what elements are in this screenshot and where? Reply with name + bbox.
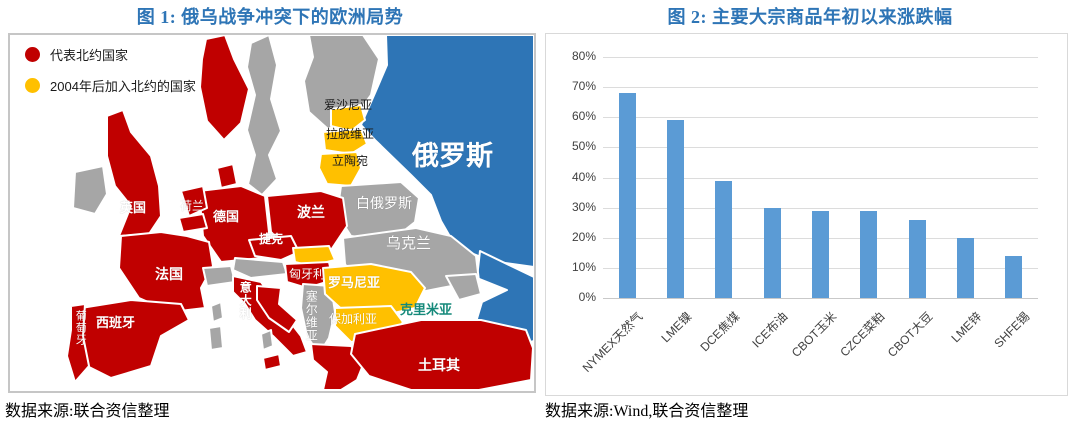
country-netherlands — [180, 185, 208, 217]
map-label: 德国 — [213, 209, 240, 224]
country-russia — [360, 35, 534, 268]
gridline — [603, 207, 1038, 209]
bar-CBOT大豆 — [908, 219, 926, 298]
country-hungary — [284, 261, 334, 289]
figure-1-panel: 图 1: 俄乌战争冲突下的欧洲局势 — [5, 7, 536, 420]
map-label: 拉脱维亚 — [326, 127, 375, 141]
x-axis-category-label: DCE焦煤 — [697, 309, 743, 355]
island-corsica — [210, 301, 224, 323]
figure-2-panel: 图 2: 主要大宗商品年初以来涨跌幅 0% 10% 20% 30% 40% 50% 60% 7… — [540, 0, 1080, 429]
map-label: 塞尔维亚 — [304, 290, 319, 342]
country-czech — [248, 235, 300, 261]
bar-ICE布油 — [763, 207, 781, 298]
x-axis-category-label: LME镍 — [657, 309, 694, 346]
post2004-yellow-swatch-icon — [25, 77, 40, 93]
country-sweden — [246, 35, 282, 196]
bar-LME锌 — [957, 237, 974, 298]
country-sicily — [262, 353, 282, 371]
gridline — [603, 298, 1038, 299]
map-label: 英国 — [120, 200, 147, 215]
gridline — [603, 147, 1038, 149]
map-label: 西班牙 — [96, 315, 136, 330]
country-france — [118, 231, 214, 313]
map-label: 波兰 — [297, 204, 325, 220]
country-norway — [199, 35, 250, 141]
bar-CZCE菜粕 — [860, 210, 878, 298]
map-label-layer: 俄罗斯白俄罗斯乌克兰 爱沙尼亚拉脱维亚立陶宛波兰 德国 荷兰 英国法国 捷克匈牙利意大利西… — [10, 35, 534, 391]
map-label: 葡萄牙 — [74, 310, 87, 346]
island-small — [260, 329, 274, 351]
map-label: 保加利亚 — [329, 312, 378, 326]
y-axis-tick-label: 60% — [571, 109, 596, 124]
y-axis-tick-label: 20% — [571, 229, 596, 244]
map-label: 法国 — [155, 266, 183, 282]
map-label: 爱沙尼亚 — [324, 98, 373, 112]
map-label: 荷兰 — [180, 199, 205, 213]
country-portugal — [66, 303, 90, 383]
gridline — [603, 57, 1038, 58]
country-latvia — [322, 128, 368, 155]
figure-2-source: 数据来源:Wind,联合资信整理 — [545, 403, 749, 420]
map-legend: 代表北约国家 2004年后加入北约的国家 — [25, 44, 196, 106]
y-axis-tick-label: 40% — [571, 169, 596, 184]
figure-1-source: 数据来源:联合资信整理 — [5, 403, 170, 420]
map-label: 白俄罗斯 — [356, 195, 412, 211]
map-label: 克里米亚 — [400, 302, 453, 317]
legend-label: 2004年后加入北约的国家 — [50, 78, 196, 94]
x-axis-category-label: SHFE锡 — [991, 309, 1033, 351]
country-denmark — [216, 163, 238, 189]
country-turkey — [350, 319, 534, 391]
country-romania — [322, 263, 426, 317]
country-estonia — [330, 104, 366, 132]
gridline — [603, 117, 1038, 119]
map-label: 俄罗斯 — [412, 141, 493, 171]
country-austria — [232, 257, 288, 279]
europe-map-svg — [66, 35, 534, 391]
bar-CBOT玉米 — [812, 210, 829, 298]
x-axis-category-label: CBOT大豆 — [885, 309, 936, 360]
figure-2-title: 图 2: 主要大宗商品年初以来涨跌幅 — [667, 7, 953, 27]
gridline — [603, 177, 1038, 179]
y-axis-tick-label: 10% — [571, 259, 596, 274]
x-axis-category-label: NYMEX天然气 — [579, 309, 646, 375]
map-label: 匈牙利 — [289, 267, 326, 281]
gridline — [603, 87, 1038, 89]
bar-DCE焦煤 — [715, 180, 733, 298]
bar-chart: 0% 10% 20% 30% 40% 50% 60% 70% 80% NYMEX天然气 LME镍 DC… — [545, 33, 1068, 396]
y-axis-tick-label: 0% — [578, 290, 596, 304]
region-crimea — [445, 273, 482, 301]
map-label: 捷克 — [259, 232, 284, 246]
x-axis-category-label: ICE布油 — [749, 309, 791, 351]
y-axis-tick-label: 80% — [571, 49, 596, 63]
map-label: 土耳其 — [418, 357, 460, 373]
country-ireland — [72, 165, 108, 215]
x-axis-category-label: CBOT玉米 — [788, 309, 839, 360]
legend-item-nato: 代表北约国家 — [25, 44, 196, 64]
legend-label: 代表北约国家 — [50, 47, 129, 63]
bar-NYMEX天然气 — [618, 93, 636, 298]
bar-LME镍 — [667, 120, 684, 298]
bar-SHFE锡 — [1005, 255, 1023, 298]
y-axis-tick-label: 50% — [571, 139, 596, 154]
map-label: 立陶宛 — [332, 154, 369, 168]
map-label: 乌克兰 — [386, 235, 432, 252]
legend-item-post2004: 2004年后加入北约的国家 — [25, 75, 196, 95]
nato-red-swatch-icon — [25, 46, 40, 62]
country-croatia — [256, 285, 298, 333]
map-label: 意大利 — [238, 281, 253, 320]
figure-1-title: 图 1: 俄乌战争冲突下的欧洲局势 — [136, 7, 404, 27]
y-axis-tick-label: 70% — [571, 79, 596, 94]
country-uk — [106, 109, 162, 237]
x-axis-category-label: LME锌 — [947, 309, 984, 346]
x-axis-category-label: CZCE菜粕 — [837, 309, 888, 360]
europe-map: 俄罗斯白俄罗斯乌克兰 爱沙尼亚拉脱维亚立陶宛波兰 德国 荷兰 英国法国 捷克匈牙利意大利西… — [8, 33, 536, 393]
map-label: 罗马尼亚 — [328, 275, 381, 290]
y-axis-tick-label: 30% — [571, 199, 596, 214]
country-belgium — [178, 213, 208, 233]
island-sardinia — [208, 325, 224, 351]
